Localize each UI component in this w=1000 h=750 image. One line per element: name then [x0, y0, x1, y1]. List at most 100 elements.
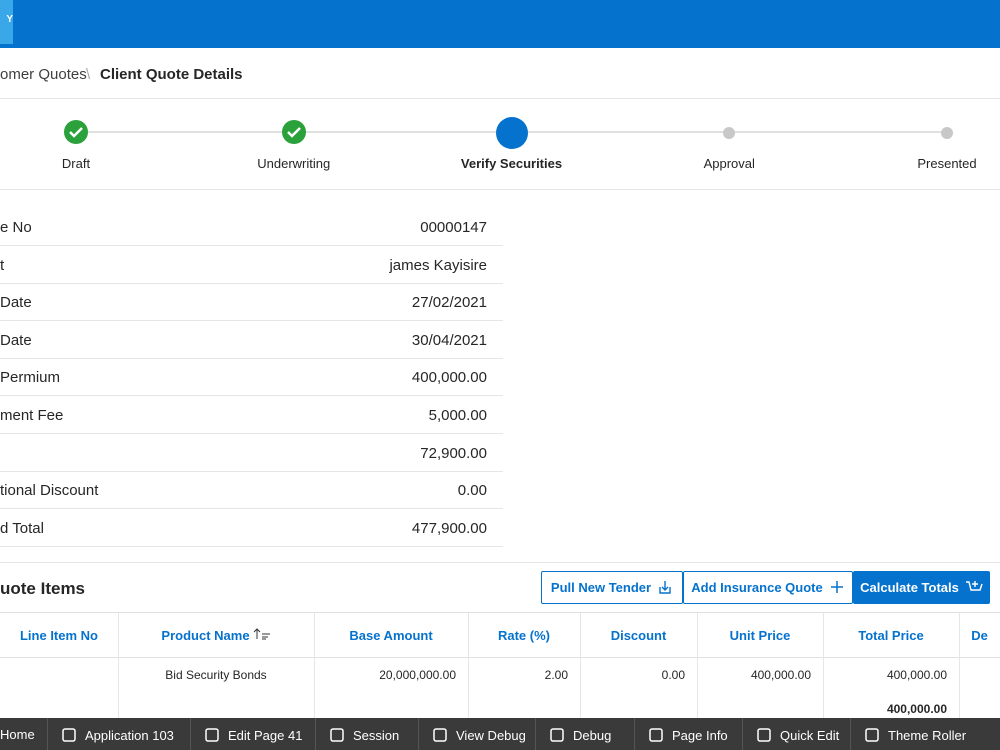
step-complete	[64, 120, 88, 144]
detail-value: 5,000.00	[428, 407, 487, 424]
section-title: uote Items	[0, 579, 86, 598]
detail-label: t	[0, 256, 5, 274]
detail-label: Permium	[0, 369, 61, 387]
top-bar	[0, 0, 1000, 48]
column-header[interactable]: Discount	[610, 628, 667, 643]
toolbar-item[interactable]: Edit Page 41	[204, 727, 302, 743]
toolbar-label: Page Info	[672, 728, 728, 743]
step-pending	[941, 127, 953, 139]
toolbar-item[interactable]: Debug	[549, 727, 611, 743]
toolbar-label: View Debug	[456, 728, 526, 743]
logo[interactable]: Y	[0, 0, 13, 44]
detail-value: 72,900.00	[420, 444, 487, 462]
toolbar-sep	[535, 718, 536, 750]
detail-row	[0, 283, 503, 322]
toolbar-item[interactable]: Theme Roller	[864, 727, 966, 743]
detail-value: james Kayisire	[389, 256, 487, 274]
breadcrumb-link[interactable]: omer Quotes	[0, 66, 87, 83]
column-divider	[823, 613, 824, 718]
details-bg	[0, 562, 1000, 563]
toolbar-sep	[47, 718, 48, 750]
detail-value: 00000147	[420, 219, 487, 236]
detail-label: Date	[0, 331, 32, 349]
detail-value: 0.00	[457, 482, 487, 500]
table-cell: 400,000.00	[750, 668, 811, 682]
column-header[interactable]: Base Amount	[349, 628, 433, 643]
column-header[interactable]: Unit Price	[729, 628, 791, 643]
toolbar-item[interactable]: Application 103	[61, 727, 174, 743]
breadcrumb-bar	[0, 48, 1000, 99]
button[interactable]: Calculate Totals	[853, 571, 990, 604]
toolbar-sep	[742, 718, 743, 750]
breadcrumb-current: Client Quote Details	[100, 66, 243, 83]
breadcrumb-sep: \	[86, 66, 91, 83]
toolbar-label: Application 103	[85, 728, 174, 743]
step-label: Draft	[61, 156, 91, 171]
column-header[interactable]: Line Item No	[19, 628, 98, 643]
detail-value: 30/04/2021	[411, 331, 487, 349]
detail-row	[0, 358, 503, 397]
detail-value: 400,000.00	[411, 369, 487, 387]
step-complete	[281, 120, 306, 144]
detail-row	[0, 246, 503, 284]
detail-value: 477,900.00	[411, 519, 487, 537]
detail-row	[0, 321, 503, 359]
step-current	[495, 117, 528, 149]
detail-label: Date	[0, 294, 32, 312]
toolbar	[0, 718, 1000, 750]
column-divider	[959, 613, 960, 718]
step-pending	[723, 127, 736, 139]
toolbar-label: Quick Edit	[780, 728, 840, 743]
detail-value: 27/02/2021	[411, 294, 487, 312]
toolbar-sep	[190, 718, 191, 750]
toolbar-sep	[418, 718, 419, 750]
button[interactable]: Pull New Tender	[541, 571, 683, 604]
toolbar-label: Edit Page 41	[228, 728, 303, 743]
detail-label: ment Fee	[0, 407, 64, 424]
detail-row	[0, 434, 503, 472]
table-cell: 2.00	[544, 668, 568, 682]
button[interactable]: Add Insurance Quote	[683, 571, 853, 604]
detail-row	[0, 509, 503, 547]
detail-row	[0, 396, 503, 434]
column-header[interactable]: De	[971, 628, 988, 643]
progress-bg	[0, 99, 1000, 190]
toolbar-item[interactable]: Quick Edit	[756, 727, 839, 743]
table-cell: 20,000,000.00	[379, 668, 456, 682]
table-border	[0, 657, 1000, 658]
toolbar-item[interactable]: Session	[329, 727, 399, 743]
table-cell: Bid Security Bonds	[165, 668, 267, 682]
toolbar-item[interactable]: View Debug	[432, 727, 526, 743]
button-label: Add Insurance Quote	[691, 580, 823, 595]
column-header[interactable]: Rate (%)	[497, 628, 550, 643]
detail-row	[0, 208, 503, 246]
table-total: 400,000.00	[886, 702, 947, 716]
column-header[interactable]: Total Price	[858, 628, 924, 643]
toolbar-sep	[315, 718, 316, 750]
column-divider	[314, 613, 315, 718]
table-cell: 0.00	[661, 668, 685, 682]
step-label: Presented	[917, 156, 977, 171]
toolbar-sep	[634, 718, 635, 750]
toolbar-label: Theme Roller	[888, 728, 967, 743]
toolbar-label: Session	[353, 728, 400, 743]
toolbar-item[interactable]: Page Info	[648, 727, 728, 743]
step-label: Underwriting	[257, 156, 331, 171]
button-label: Pull New Tender	[550, 580, 652, 595]
toolbar-label: Debug	[573, 728, 612, 743]
column-divider	[580, 613, 581, 718]
column-divider	[697, 613, 698, 718]
column-divider	[118, 613, 119, 718]
column-header[interactable]: Product Name	[118, 628, 314, 643]
column-divider	[468, 613, 469, 718]
toolbar-sep	[850, 718, 851, 750]
detail-row	[0, 471, 503, 510]
toolbar-item[interactable]: Home	[0, 727, 35, 742]
step-label: Verify Securities	[460, 156, 563, 171]
button-label: Calculate Totals	[860, 580, 959, 595]
detail-label: tional Discount	[0, 482, 99, 500]
detail-label: e No	[0, 219, 32, 236]
table-border	[0, 612, 1000, 613]
detail-label: d Total	[0, 519, 44, 537]
